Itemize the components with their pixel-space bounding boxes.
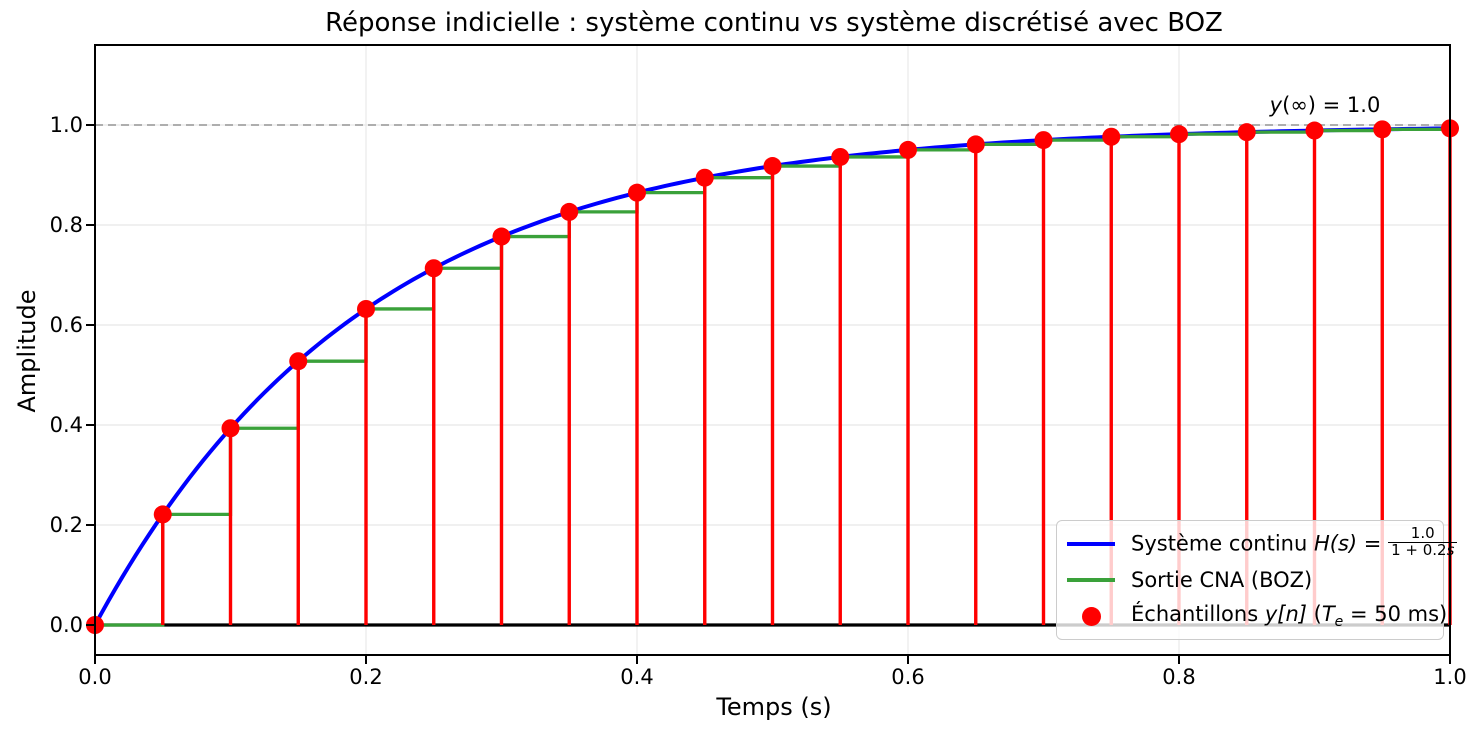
x-axis-label: Temps (s) [716,693,832,721]
legend-item-continuous: Système continu H(s) = 1.0 1 + 0.2s [1065,525,1458,562]
legend-item-zoh: Sortie CNA (BOZ) [1065,562,1433,598]
transfer-function-fraction: 1.0 1 + 0.2s [1388,525,1458,559]
y-tick-label: 0.6 [49,313,83,337]
legend-item-samples: Échantillons y[n] (Te = 50 ms) [1065,598,1447,634]
y-tick-label: 0.4 [49,413,83,437]
legend-label-samples: Échantillons y[n] (Te = 50 ms) [1131,601,1448,631]
chart-title: Réponse indicielle : système continu vs … [325,8,1223,38]
legend-label-continuous: Système continu H(s) = 1.0 1 + 0.2s [1131,525,1458,561]
x-tick-label: 1.0 [1433,665,1467,689]
legend-label-zoh: Sortie CNA (BOZ) [1131,568,1313,592]
samples-dot-swatch [1081,606,1101,626]
continuous-line-swatch [1067,542,1115,546]
x-tick-label: 0.2 [349,665,383,689]
steady-state-annotation: y(∞) = 1.0 [1269,93,1381,117]
legend: Système continu H(s) = 1.0 1 + 0.2s Sorti… [1056,520,1458,640]
y-tick-label: 0.0 [49,613,83,637]
zoh-line-swatch [1067,578,1115,582]
x-tick-label: 0.4 [620,665,654,689]
sample-stems [161,128,1452,625]
y-tick-label: 1.0 [49,113,83,137]
y-tick-label: 0.2 [49,513,83,537]
y-tick-label: 0.8 [49,213,83,237]
sample-dots [86,119,1459,634]
tick-marks [86,124,1451,664]
x-tick-label: 0.8 [1162,665,1196,689]
x-tick-label: 0.0 [78,665,112,689]
x-tick-label: 0.6 [891,665,925,689]
axes-spines [94,44,1451,656]
